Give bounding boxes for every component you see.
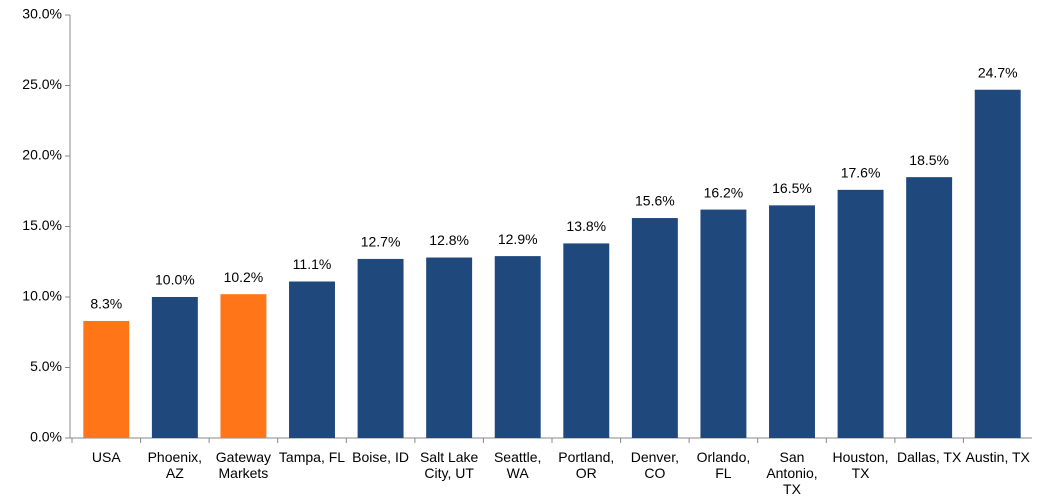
bar [563, 243, 610, 438]
x-tick-label: Gateway Markets [215, 449, 272, 481]
value-label: 11.1% [293, 256, 332, 272]
value-label: 15.6% [635, 193, 675, 209]
value-label: 12.7% [361, 234, 401, 250]
value-label: 17.6% [841, 165, 881, 181]
y-tick-label: 10.0% [22, 288, 62, 304]
x-tick-label: Austin, TX [965, 449, 1030, 465]
value-label: 16.2% [704, 184, 744, 200]
bar [974, 89, 1021, 438]
x-tick-label: Denver, CO [630, 449, 679, 481]
bar [220, 294, 267, 438]
bar [151, 297, 198, 438]
value-label: 13.8% [566, 218, 606, 234]
value-label: 24.7% [978, 64, 1018, 80]
bar [906, 177, 953, 438]
x-tick-label: USA [91, 449, 121, 465]
bar [769, 205, 815, 438]
value-label: 10.2% [224, 269, 264, 285]
bar [494, 256, 541, 438]
value-label: 12.9% [498, 231, 538, 247]
y-tick-label: 30.0% [22, 6, 62, 22]
value-label: 8.3% [90, 296, 122, 312]
x-tick-label: Phoenix, AZ [147, 449, 203, 481]
x-tick-label: Boise, ID [352, 449, 409, 465]
x-tick-label: Seattle, WA [493, 449, 542, 481]
x-tick-label: San Antonio, TX [766, 449, 818, 497]
bar [700, 209, 747, 438]
bar [837, 189, 884, 438]
y-tick-label: 20.0% [22, 147, 62, 163]
y-tick-label: 5.0% [30, 358, 62, 374]
y-tick-label: 0.0% [30, 429, 62, 445]
y-tick-label: 15.0% [22, 217, 62, 233]
x-tick-label: Orlando, FL [696, 449, 751, 481]
x-tick-label: Houston, TX [832, 449, 889, 481]
bar [289, 281, 335, 438]
value-label: 12.8% [429, 232, 469, 248]
value-label: 16.5% [772, 180, 812, 196]
x-tick-label: Salt Lake City, UT [419, 449, 479, 481]
x-tick-label: Tampa, FL [278, 449, 346, 465]
x-tick-label: Dallas, TX [896, 449, 962, 465]
bar [426, 257, 473, 438]
value-label: 10.0% [155, 272, 195, 288]
bar [83, 320, 130, 438]
y-tick-label: 25.0% [22, 76, 62, 92]
value-label: 18.5% [909, 152, 949, 168]
bar [631, 218, 678, 438]
x-tick-label: Portland, OR [558, 449, 615, 481]
bar [357, 258, 404, 438]
